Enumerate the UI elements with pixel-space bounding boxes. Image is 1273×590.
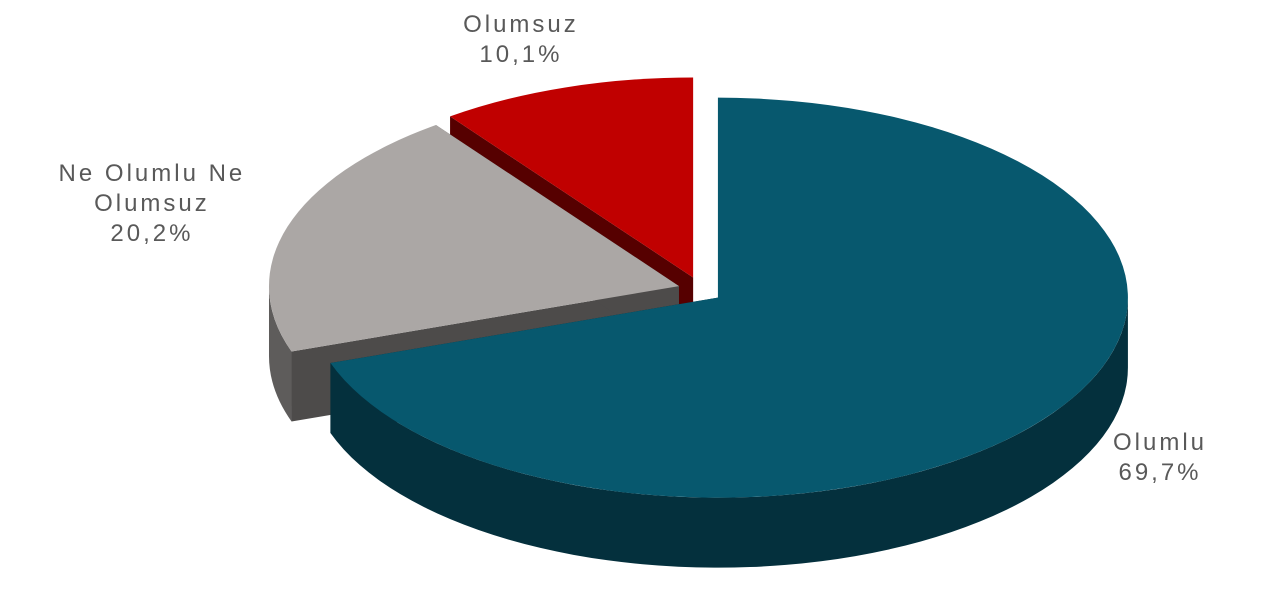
- slice-name: Ne Olumlu Ne Olumsuz: [32, 159, 272, 219]
- pie-3d: [0, 0, 1273, 590]
- slice-value: 69,7%: [1040, 458, 1273, 488]
- slice-value: 20,2%: [32, 219, 272, 249]
- chart: Olumsuz10,1% Ne Olumlu Ne Olumsuz20,2% Olu…: [0, 0, 1273, 590]
- slice-name: Olumlu: [1040, 428, 1273, 458]
- slice-name: Olumsuz: [401, 10, 641, 40]
- slice-value: 10,1%: [401, 40, 641, 70]
